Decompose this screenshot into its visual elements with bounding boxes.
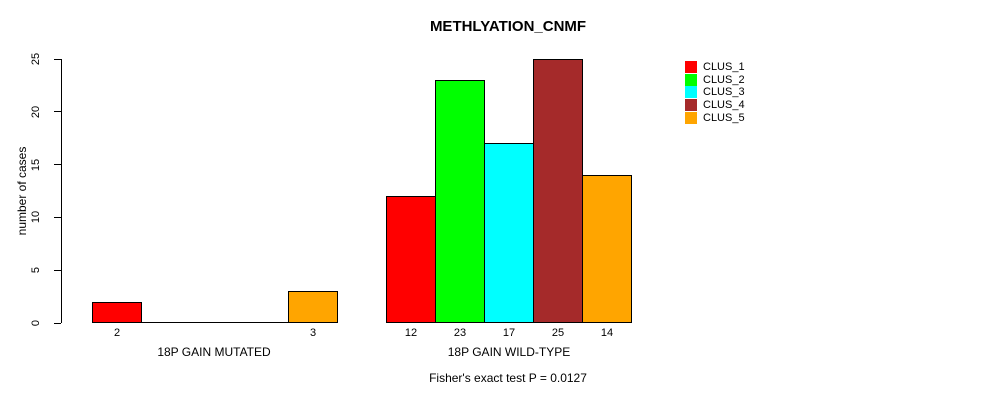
y-axis-tick <box>54 58 61 60</box>
y-axis-tick <box>54 164 61 166</box>
legend-swatch <box>685 111 697 124</box>
bar-clus_5-group1 <box>288 291 338 323</box>
bar-clus_5-group2 <box>582 175 632 323</box>
y-axis-title: number of cases <box>15 146 29 236</box>
bar-clus_2-group2 <box>435 80 485 323</box>
bar-clus_4-group1 <box>239 322 289 323</box>
legend-item: CLUS_3 <box>685 86 745 99</box>
bar-value-label: 14 <box>600 327 614 339</box>
y-axis-tick <box>54 111 61 113</box>
y-axis-tick-label: 25 <box>30 52 42 66</box>
y-axis-tick-label: 15 <box>30 158 42 171</box>
x-category-label-wildtype: 18P GAIN WILD-TYPE <box>447 345 571 359</box>
legend-item: CLUS_2 <box>685 73 745 87</box>
bar-clus_1-group1 <box>92 301 142 323</box>
bar-clus_2-group1 <box>141 322 191 323</box>
legend-swatch <box>685 61 697 74</box>
bar-value-label: 12 <box>404 327 418 339</box>
legend-label: CLUS_5 <box>703 111 745 124</box>
legend-label: CLUS_3 <box>703 86 745 99</box>
bar-value-label: 17 <box>502 327 516 339</box>
legend-label: CLUS_4 <box>703 99 745 112</box>
y-axis-tick-label: 10 <box>30 211 42 224</box>
y-axis-tick-label: 20 <box>30 105 42 118</box>
bar-clus_3-group1 <box>190 322 240 323</box>
legend-item: CLUS_4 <box>685 99 745 112</box>
y-axis-line <box>61 59 62 323</box>
bar-clus_3-group2 <box>484 143 534 323</box>
legend-label: CLUS_1 <box>703 61 745 74</box>
y-axis-tick <box>54 322 61 324</box>
legend-label: CLUS_2 <box>703 73 745 86</box>
y-axis-tick-label: 0 <box>30 319 42 327</box>
legend-swatch <box>685 99 697 112</box>
bar-value-label: 2 <box>113 327 121 339</box>
bar-value-label: 3 <box>309 327 317 339</box>
legend-swatch <box>685 73 697 86</box>
legend: CLUS_1 CLUS_2 CLUS_3 CLUS_4 CLUS_5 <box>685 61 745 124</box>
y-axis-tick-label: 5 <box>30 267 42 274</box>
bar-clus_1-group2 <box>386 196 436 323</box>
legend-item: CLUS_5 <box>685 111 745 124</box>
bar-value-label: 25 <box>551 327 565 339</box>
fisher-test-annotation: Fisher's exact test P = 0.0127 <box>429 371 587 385</box>
bar-value-label: 23 <box>453 327 467 339</box>
y-axis-tick <box>54 269 61 271</box>
legend-swatch <box>685 86 697 99</box>
chart-title: METHLYATION_CNMF <box>429 18 587 35</box>
y-axis-tick <box>54 216 61 218</box>
legend-item: CLUS_1 <box>685 61 745 74</box>
x-category-label-mutated: 18P GAIN MUTATED <box>157 345 271 359</box>
bar-clus_4-group2 <box>533 59 583 323</box>
